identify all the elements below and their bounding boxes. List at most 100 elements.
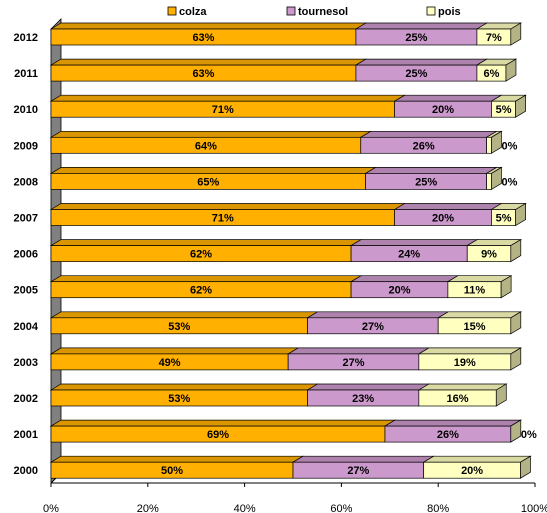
- data-label: 5%: [496, 213, 512, 225]
- legend-label: pois: [438, 6, 461, 18]
- data-label: 27%: [362, 321, 384, 333]
- bar-top-face: [417, 347, 523, 355]
- bar-top-face: [49, 239, 363, 246]
- y-category-label: 2011: [14, 68, 38, 80]
- data-label: 20%: [388, 285, 410, 297]
- data-label: 53%: [168, 321, 190, 333]
- x-tick-label: 100%: [521, 503, 547, 513]
- data-label: 26%: [437, 429, 459, 441]
- data-label: 23%: [352, 393, 374, 405]
- bar-top-face: [393, 94, 503, 102]
- legend-swatch: [426, 6, 436, 16]
- bar-top-face: [306, 311, 450, 319]
- bar-top-face: [422, 455, 532, 463]
- data-label: 25%: [405, 32, 427, 44]
- data-label: 11%: [464, 285, 486, 297]
- x-tick-label: 0%: [43, 503, 59, 513]
- bar-top-face: [359, 130, 498, 138]
- y-category-label: 2008: [14, 176, 38, 188]
- bar-side-face: [505, 58, 517, 82]
- bar-side-face: [510, 311, 522, 335]
- data-label: 24%: [398, 249, 420, 261]
- bar-top-face: [354, 58, 489, 66]
- y-category-label: 2005: [14, 285, 38, 297]
- y-category-label: 2001: [14, 429, 38, 441]
- bar-top-face: [49, 167, 377, 174]
- data-label: 0%: [501, 176, 517, 188]
- bar-side-face: [515, 94, 526, 118]
- bar-top-face: [349, 275, 460, 283]
- bar-top-face: [291, 455, 435, 463]
- bar-top-face: [436, 311, 523, 319]
- data-label: 20%: [461, 465, 483, 477]
- bar-top-face: [49, 94, 406, 102]
- bar-top-face: [49, 311, 319, 319]
- data-label: 16%: [447, 393, 469, 405]
- legend-label: colza: [179, 6, 207, 18]
- bar-top-face: [364, 167, 498, 174]
- data-label: 7%: [486, 32, 502, 44]
- bar-top-face: [49, 419, 397, 427]
- x-tick-label: 20%: [137, 503, 159, 513]
- y-category-label: 2006: [14, 249, 38, 261]
- data-label: 64%: [195, 140, 217, 152]
- x-tick-label: 60%: [330, 503, 352, 513]
- bar-top-face: [49, 347, 300, 355]
- bar-top-face: [354, 22, 489, 30]
- data-label: 9%: [481, 249, 497, 261]
- bar-top-face: [286, 347, 431, 355]
- bar-top-face: [49, 203, 406, 210]
- data-label: 26%: [413, 140, 435, 152]
- bar-top-face: [393, 203, 503, 210]
- data-label: 5%: [496, 104, 512, 116]
- y-category-label: 2002: [14, 393, 38, 405]
- bar-top-face: [446, 275, 513, 283]
- bar-top-face: [306, 383, 431, 391]
- data-label: 71%: [212, 213, 234, 225]
- bar-top-face: [49, 383, 319, 391]
- legend-swatch: [167, 6, 177, 16]
- data-label: 0%: [501, 140, 517, 152]
- data-label: 65%: [197, 176, 219, 188]
- data-label: 53%: [168, 393, 190, 405]
- y-category-label: 2009: [14, 140, 38, 152]
- y-category-label: 2007: [14, 213, 38, 225]
- data-label: 25%: [415, 176, 437, 188]
- y-category-label: 2012: [14, 32, 38, 44]
- bar-top-face: [49, 58, 368, 66]
- bar-side-face: [515, 202, 526, 227]
- data-label: 62%: [190, 249, 212, 261]
- bar-segment-pois: [486, 173, 492, 190]
- data-label: 71%: [212, 104, 234, 116]
- bar-top-face: [349, 239, 479, 246]
- data-label: 27%: [342, 357, 364, 369]
- data-label: 69%: [207, 429, 229, 441]
- bar-side-face: [510, 419, 522, 443]
- data-label: 0%: [521, 429, 537, 441]
- data-label: 27%: [347, 465, 369, 477]
- bar-top-face: [417, 383, 508, 391]
- bar-side-face: [491, 166, 502, 191]
- bar-side-face: [495, 383, 507, 407]
- data-label: 6%: [483, 68, 499, 80]
- x-tick-label: 40%: [234, 503, 256, 513]
- bar-side-face: [491, 130, 502, 154]
- data-label: 25%: [405, 68, 427, 80]
- data-label: 62%: [190, 285, 212, 297]
- data-label: 20%: [432, 213, 454, 225]
- data-label: 63%: [192, 68, 214, 80]
- bar-segment-pois: [486, 136, 492, 154]
- legend-label: tournesol: [298, 6, 348, 18]
- y-category-label: 2010: [14, 104, 38, 116]
- bar-top-face: [49, 22, 368, 30]
- data-label: 20%: [432, 104, 454, 116]
- bar-top-face: [49, 455, 305, 463]
- bar-side-face: [520, 455, 531, 479]
- data-label: 50%: [161, 465, 183, 477]
- bar-side-face: [500, 275, 512, 299]
- bar-side-face: [510, 238, 522, 263]
- bar-side-face: [510, 22, 522, 46]
- bar-top-face: [49, 130, 373, 138]
- y-category-label: 2000: [14, 465, 38, 477]
- x-tick-label: 80%: [427, 503, 449, 513]
